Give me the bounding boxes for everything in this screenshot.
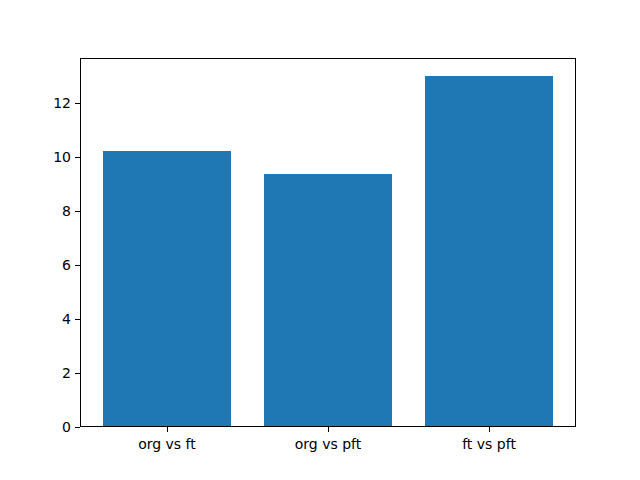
y-tick-mark [75,427,80,428]
y-tick-mark [75,373,80,374]
bar-org-vs-ft [103,151,232,426]
y-tick-label: 2 [31,365,71,381]
x-tick-mark [489,427,490,432]
y-tick-label: 12 [31,95,71,111]
bar-ft-vs-pft [425,76,554,426]
y-tick-mark [75,103,80,104]
y-tick-label: 8 [31,203,71,219]
y-tick-mark [75,319,80,320]
y-tick-mark [75,211,80,212]
bar-org-vs-pft [264,174,393,426]
y-tick-label: 10 [31,149,71,165]
x-tick-label: org vs ft [97,436,237,452]
y-tick-mark [75,265,80,266]
y-tick-label: 0 [31,419,71,435]
y-tick-label: 6 [31,257,71,273]
x-tick-mark [167,427,168,432]
x-tick-label: ft vs pft [419,436,559,452]
y-tick-mark [75,157,80,158]
x-tick-label: org vs pft [258,436,398,452]
x-tick-mark [328,427,329,432]
bar-chart-figure: 0 2 4 6 8 10 12 org vs ft org vs pft ft vs pft [0,0,640,480]
y-tick-label: 4 [31,311,71,327]
